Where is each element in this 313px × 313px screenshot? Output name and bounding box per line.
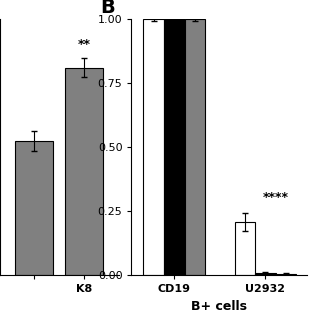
Text: **: ** — [77, 38, 90, 51]
Bar — [15, 141, 53, 275]
Bar — [234, 222, 255, 275]
Text: ****: **** — [263, 191, 289, 203]
Text: B: B — [100, 0, 115, 17]
Bar — [143, 19, 164, 275]
Bar — [255, 273, 276, 275]
Bar — [65, 68, 103, 275]
X-axis label: B+ cells: B+ cells — [191, 300, 247, 313]
Bar — [164, 19, 185, 275]
Bar — [185, 19, 205, 275]
Bar — [276, 274, 296, 275]
